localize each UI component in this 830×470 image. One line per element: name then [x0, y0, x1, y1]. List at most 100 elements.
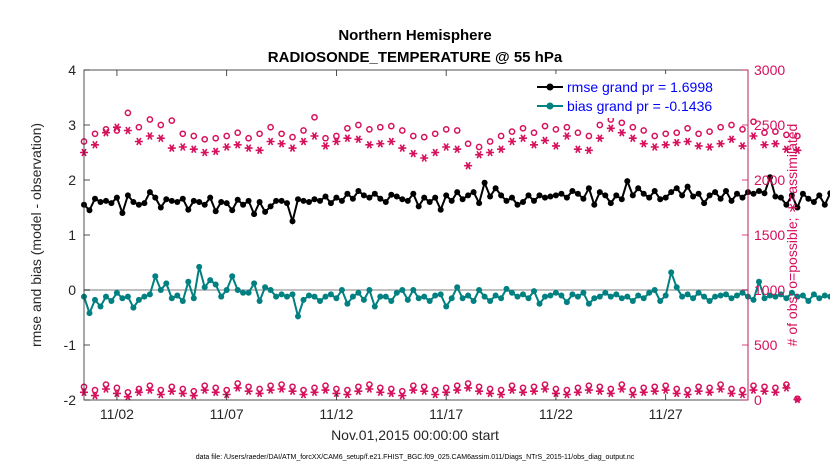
assimilated-low-point [672, 389, 681, 398]
rmse-point [360, 192, 367, 199]
bias-point [783, 295, 790, 302]
right-y-tick-label: 2500 [754, 117, 785, 133]
assimilated-point [112, 123, 121, 132]
assimilated-low-point [189, 391, 198, 400]
assimilated-low-point [573, 388, 582, 397]
assimilated-point [727, 135, 736, 144]
rmse-point [223, 200, 230, 207]
bias-point [135, 296, 142, 303]
rmse-point [558, 190, 565, 197]
assimilated-low-point [639, 388, 648, 397]
assimilated-low-point [584, 386, 593, 394]
possible-low-point [464, 380, 472, 387]
assimilated-point [661, 140, 670, 149]
assimilated-low-point [211, 388, 220, 397]
possible-point [322, 134, 329, 142]
possible-point [717, 123, 724, 131]
possible-low-point [311, 384, 318, 392]
possible-low-point [398, 387, 406, 395]
bias-point [788, 289, 795, 296]
bias-point [262, 284, 269, 291]
left-y-tick-label: 1 [68, 227, 76, 243]
bias-point [684, 291, 691, 298]
rmse-point [212, 208, 219, 215]
assimilated-point [486, 148, 495, 157]
assimilated-low-point [90, 391, 99, 400]
assimilated-point [321, 142, 330, 150]
possible-low-point [256, 385, 263, 393]
assimilated-point [145, 132, 154, 140]
possible-point [541, 122, 549, 130]
right-y-tick-label: 0 [754, 392, 762, 408]
bias-point [481, 293, 488, 300]
possible-low-point [223, 386, 231, 394]
assimilated-point [134, 137, 143, 146]
rmse-point [124, 192, 131, 199]
possible-point [431, 130, 439, 138]
possible-point [409, 132, 417, 140]
assimilated-point [244, 144, 253, 152]
assimilated-low-point [749, 386, 758, 394]
possible-point [662, 130, 670, 138]
bias-point [119, 295, 126, 302]
bias-point [723, 291, 729, 298]
bias-point [311, 293, 318, 300]
possible-low-point [168, 383, 176, 391]
x-tick-label: 11/02 [100, 406, 134, 422]
bias-point [810, 291, 817, 298]
assimilated-low-point [398, 391, 407, 400]
possible-low-point [684, 386, 691, 394]
assimilated-low-point [782, 384, 791, 392]
bias-point [536, 300, 543, 307]
rmse-point [267, 203, 274, 210]
right-y-axis-label: # of obs: o=possible; ∗=assimilated [784, 124, 800, 347]
assimilated-point [178, 143, 187, 151]
bias-point [333, 295, 340, 302]
possible-low-point [673, 385, 681, 393]
possible-low-point [519, 384, 527, 392]
assimilated-point [562, 132, 571, 140]
assimilated-point [354, 135, 363, 144]
bias-point [531, 288, 537, 295]
left-y-axis: 4 3 2 1 0 -1 -2 [64, 62, 90, 408]
rmse-point [377, 195, 384, 202]
rmse-point [684, 183, 691, 190]
bias-point [821, 292, 828, 299]
bias-point [212, 281, 219, 288]
bias-point [306, 292, 312, 299]
rmse-point [130, 199, 137, 205]
chart-title: Northern Hemisphere [338, 27, 491, 44]
assimilated-low-point [299, 390, 308, 399]
rmse-point [640, 190, 647, 197]
assimilated-low-point [266, 386, 275, 394]
rmse-point [777, 194, 784, 201]
possible-low-point [300, 386, 307, 394]
legend-rmse-label: rmse grand pr = 1.6998 [567, 79, 713, 95]
bias-point [207, 277, 214, 284]
bias-point [327, 291, 334, 298]
bias-point [728, 295, 735, 302]
bias-point [525, 295, 532, 302]
bias-point [503, 285, 510, 292]
assimilated-low-point [760, 387, 769, 396]
possible-point [651, 132, 659, 140]
assimilated-point [617, 128, 626, 137]
possible-point [267, 123, 274, 131]
rmse-point [426, 199, 433, 205]
possible-low-point [113, 384, 121, 392]
possible-low-point [475, 383, 483, 391]
rmse-point [651, 188, 658, 194]
rmse-point [723, 188, 729, 194]
rmse-point [410, 190, 417, 197]
assimilated-point [475, 150, 484, 159]
rmse-point [317, 197, 323, 204]
legend-bias-label: bias grand pr = -0.1436 [567, 98, 712, 114]
x-tick-label: 11/12 [319, 406, 353, 422]
assimilated-low-point [167, 387, 176, 396]
assimilated-low-point [453, 386, 462, 394]
rmse-point [690, 193, 697, 200]
assimilated-point [793, 146, 802, 155]
rmse-point [613, 192, 620, 199]
possible-point [706, 128, 713, 135]
assimilated-low-point [529, 387, 538, 396]
